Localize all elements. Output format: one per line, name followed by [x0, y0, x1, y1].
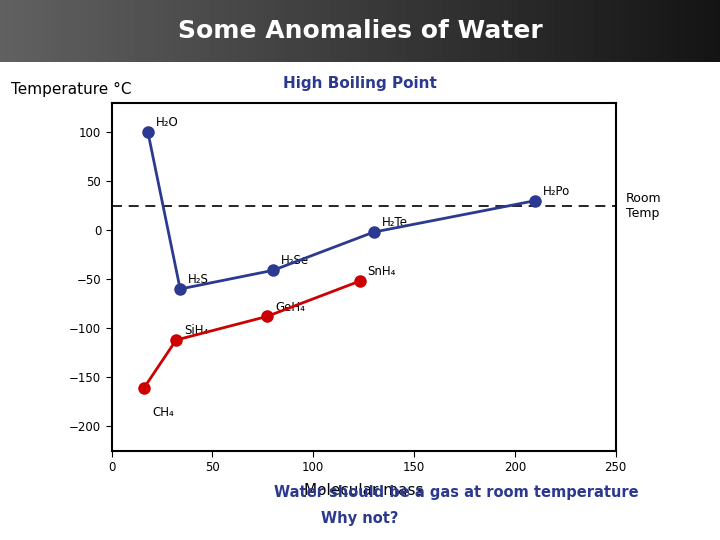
X-axis label: Molecular mass: Molecular mass: [304, 483, 423, 498]
Text: H₂O: H₂O: [156, 116, 179, 129]
Text: Room
Temp: Room Temp: [626, 192, 661, 220]
Text: GeH₄: GeH₄: [275, 301, 305, 314]
Text: Temperature °C: Temperature °C: [11, 82, 131, 97]
Text: CH₄: CH₄: [152, 406, 174, 419]
Text: H₂Se: H₂Se: [281, 254, 309, 267]
Text: H₂Te: H₂Te: [382, 216, 408, 229]
Text: Why not?: Why not?: [321, 511, 399, 526]
Text: H₂Po: H₂Po: [543, 185, 570, 198]
Text: High Boiling Point: High Boiling Point: [283, 76, 437, 91]
Text: H₂S: H₂S: [188, 273, 209, 286]
Text: Water should be a gas at room temperature: Water should be a gas at room temperatur…: [274, 484, 638, 500]
Text: SnH₄: SnH₄: [368, 265, 396, 278]
Text: Some Anomalies of Water: Some Anomalies of Water: [178, 19, 542, 43]
Text: SiH₄: SiH₄: [184, 324, 208, 337]
